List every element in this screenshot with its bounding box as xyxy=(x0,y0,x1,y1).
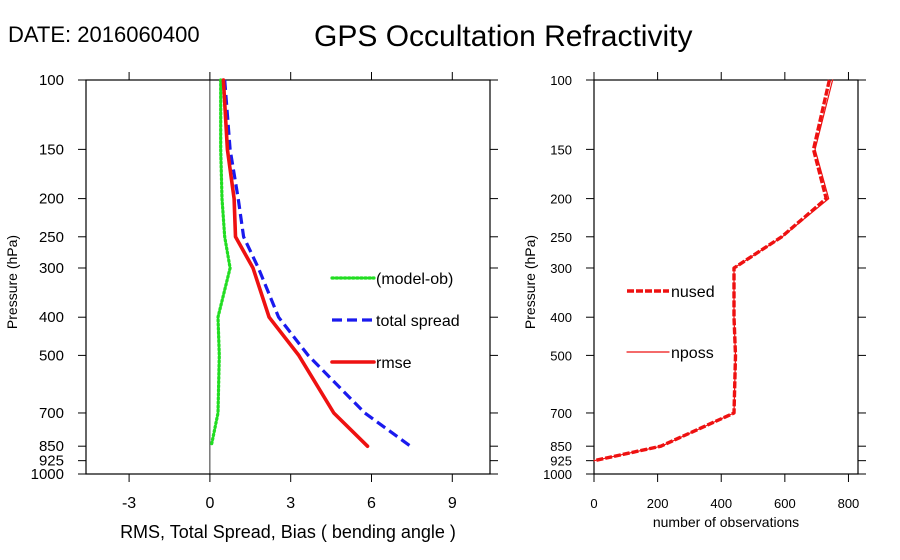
x-tick-label: 3 xyxy=(286,495,295,512)
date-label: DATE: 2016060400 xyxy=(8,22,200,47)
y-tick-label: 925 xyxy=(39,453,64,470)
x-tick-label: 6 xyxy=(367,495,376,512)
series-line-nused xyxy=(593,79,832,463)
y-tick-label: 100 xyxy=(550,73,572,88)
series-line-model-ob xyxy=(209,78,232,448)
x-tick-label: 600 xyxy=(774,496,796,511)
y-tick-label: 850 xyxy=(39,438,64,455)
x-tick-label: 9 xyxy=(448,495,457,512)
plot-frame-1 xyxy=(593,79,859,475)
y-tick-label: 500 xyxy=(550,348,572,363)
y-tick-label: 200 xyxy=(550,192,572,207)
series-line-nposs xyxy=(593,79,834,462)
x-tick-label: 400 xyxy=(710,496,732,511)
legend-label: nposs xyxy=(671,345,714,362)
y-tick-label: 300 xyxy=(550,261,572,276)
y-tick-label: 100 xyxy=(39,72,64,89)
y-tick-label: 150 xyxy=(550,142,572,157)
series-line-total-spread xyxy=(223,79,412,448)
x-tick-label: 800 xyxy=(838,496,860,511)
y-axis-label: Pressure (hPa) xyxy=(4,235,20,329)
y-tick-label: 1000 xyxy=(543,467,572,482)
y-tick-label: 850 xyxy=(550,439,572,454)
legend-label: total spread xyxy=(376,313,460,330)
x-tick-label: 200 xyxy=(647,496,669,511)
legend-label: nused xyxy=(671,284,715,301)
legend-label: rmse xyxy=(376,355,412,372)
x-axis-label: RMS, Total Spread, Bias ( bending angle … xyxy=(120,522,456,542)
series-line-rmse xyxy=(221,78,370,449)
y-tick-label: 1000 xyxy=(31,466,64,483)
legend-label: (model-ob) xyxy=(376,271,453,288)
x-tick-label: -3 xyxy=(122,495,136,512)
y-tick-label: 250 xyxy=(550,230,572,245)
y-tick-label: 400 xyxy=(39,309,64,326)
y-tick-label: 925 xyxy=(550,454,572,469)
x-tick-label: 0 xyxy=(590,496,597,511)
y-tick-label: 200 xyxy=(39,191,64,208)
y-tick-label: 700 xyxy=(39,405,64,422)
page-title: GPS Occultation Refractivity xyxy=(314,20,693,53)
y-tick-label: 250 xyxy=(39,229,64,246)
plot-frame-0 xyxy=(85,79,491,475)
y-tick-label: 700 xyxy=(550,406,572,421)
y-tick-label: 400 xyxy=(550,310,572,325)
x-axis-label: number of observations xyxy=(653,514,799,530)
y-tick-label: 300 xyxy=(39,260,64,277)
x-tick-label: 0 xyxy=(205,495,214,512)
y-tick-label: 150 xyxy=(39,141,64,158)
y-tick-label: 500 xyxy=(39,347,64,364)
y-axis-label: Pressure (hPa) xyxy=(522,235,538,329)
